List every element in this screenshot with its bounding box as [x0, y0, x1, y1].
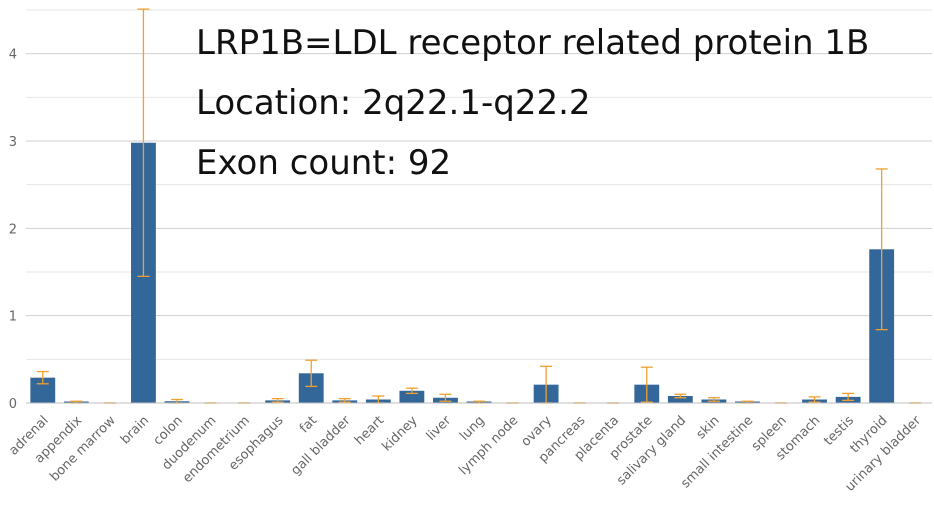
x-tick-label: skin: [694, 413, 723, 442]
bars: [30, 142, 895, 403]
y-tick-label: 2: [9, 222, 17, 237]
error-bar-adrenal: [36, 370, 49, 385]
y-tick-labels: 0 1 2 3 4: [9, 48, 17, 412]
error-bar-skin: [707, 397, 720, 402]
grid-lines: [26, 9, 932, 360]
x-tick-label: fat: [297, 413, 320, 436]
error-bar-kidney: [405, 387, 418, 395]
x-tick-label: kidney: [379, 413, 420, 454]
bar-kidney: [399, 390, 425, 403]
annotation-location: Location: 2q22.1-q22.2: [196, 83, 591, 123]
y-tick-label: 0: [9, 397, 17, 412]
y-tick-label: 1: [9, 310, 17, 325]
error-bar-liver: [439, 393, 452, 402]
x-tick-label: lymph node: [456, 413, 521, 478]
error-bar-esophagus: [271, 397, 284, 403]
error-bar-testis: [842, 392, 855, 402]
annotation-gene-name: LRP1B=LDL receptor related protein 1B: [196, 23, 869, 63]
error-bar-prostate: [640, 366, 653, 403]
x-tick-label: liver: [424, 413, 455, 444]
error-bars: [36, 8, 922, 404]
y-tick-label: 4: [9, 48, 17, 63]
error-bar-fat: [305, 359, 318, 388]
annotation-exon-count: Exon count: 92: [196, 143, 451, 183]
error-bar-gall-bladder: [338, 397, 351, 403]
x-tick-label: lung: [457, 413, 488, 444]
x-tick-label: brain: [118, 413, 152, 447]
error-bar-brain: [137, 8, 150, 278]
x-tick-label: gall bladder: [288, 413, 354, 479]
bar-salivary-gland: [667, 396, 693, 403]
error-bar-stomach: [808, 396, 821, 403]
y-tick-label: 3: [9, 135, 17, 150]
error-bar-thyroid: [875, 168, 888, 331]
annotations: LRP1B=LDL receptor related protein 1B Lo…: [196, 23, 869, 183]
error-bar-salivary-gland: [674, 393, 687, 399]
